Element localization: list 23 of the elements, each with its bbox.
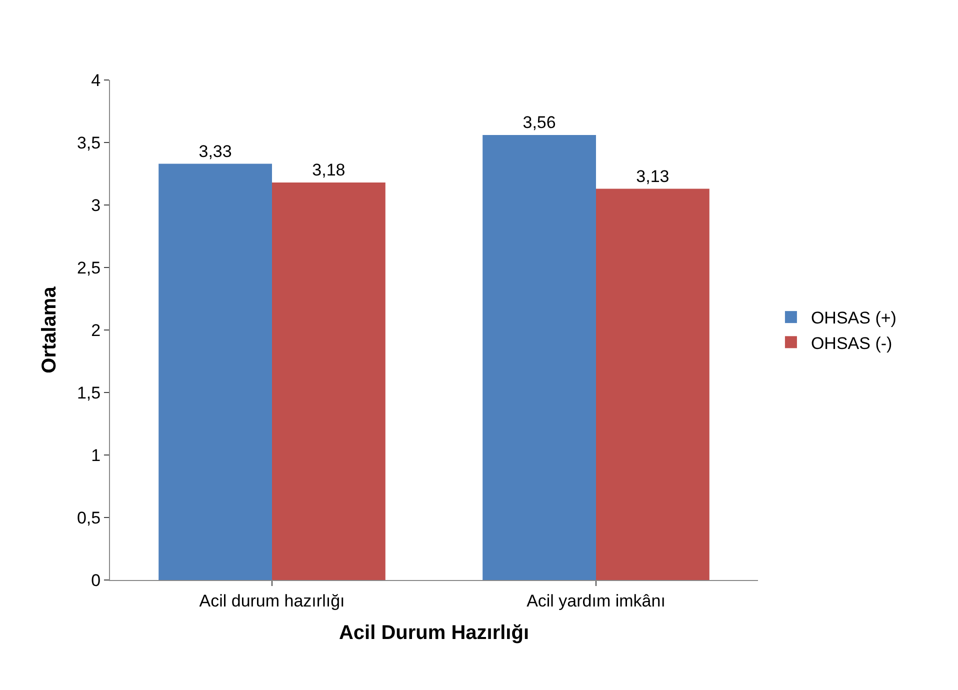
data-label: 3,56 (522, 113, 556, 132)
bar (158, 164, 272, 580)
y-axis-title: Ortalama (38, 286, 60, 374)
y-tick-label: 2,5 (76, 258, 101, 278)
bar (596, 188, 710, 580)
data-label: 3,18 (312, 160, 346, 180)
y-tick-label: 0 (91, 570, 101, 590)
data-label: 3,13 (636, 166, 670, 186)
y-tick-label: 3 (91, 196, 101, 215)
y-tick-label: 0,5 (76, 508, 101, 528)
y-tick-label: 1,5 (76, 383, 101, 402)
y-tick-label: 2 (91, 320, 101, 340)
legend-label: OHSAS (-) (810, 334, 892, 353)
x-tick-label: Acil durum hazırlığı (199, 591, 345, 610)
x-axis-title: Acil Durum Hazırlığı (338, 622, 530, 644)
x-tick-label: Acil yardım imkânı (526, 591, 666, 610)
y-tick-label: 3,5 (76, 133, 101, 152)
bar (482, 135, 596, 580)
y-tick-label: 1 (91, 446, 101, 465)
data-label: 3,33 (198, 142, 232, 161)
legend-label: OHSAS (+) (810, 308, 896, 328)
bar (272, 182, 386, 580)
y-tick-label: 4 (91, 70, 101, 90)
